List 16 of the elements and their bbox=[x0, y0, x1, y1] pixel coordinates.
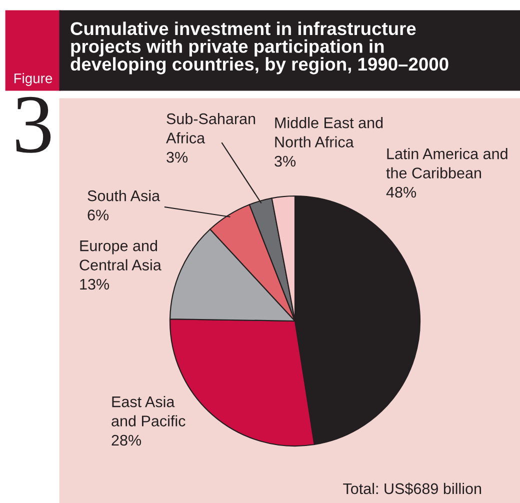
data-label: 28% bbox=[112, 434, 142, 446]
data-label: 48% bbox=[386, 186, 416, 198]
slice-label: Sub-Saharan Africa bbox=[166, 113, 256, 144]
data-label: 3% bbox=[274, 156, 296, 167]
chart-title: Cumulative investment in infrastructure projects with private participation in developing countries, by region, 1990–2000 bbox=[70, 22, 448, 74]
slice-label: South Asia bbox=[88, 190, 160, 202]
data-label: 6% bbox=[88, 210, 109, 220]
text: Figure bbox=[14, 73, 52, 86]
data-label: 3% bbox=[166, 152, 188, 163]
slice-label: Latin America and the Caribbean bbox=[386, 148, 508, 178]
text: Total: US$689 billion bbox=[343, 482, 482, 496]
slice-label: Middle East and North Africa bbox=[275, 117, 383, 148]
text: 3 bbox=[16, 96, 51, 153]
slice-label: East Asia and Pacific bbox=[112, 396, 186, 426]
data-label: 13% bbox=[80, 278, 110, 290]
slice-label: Europe and Central Asia bbox=[80, 240, 162, 270]
